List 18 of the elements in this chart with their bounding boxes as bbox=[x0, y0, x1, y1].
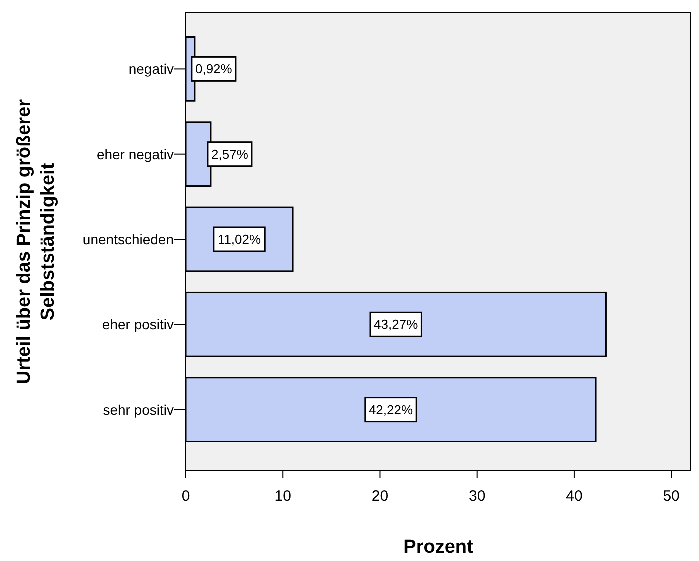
x-tick-label: 40 bbox=[566, 488, 583, 505]
data-label: 43,27% bbox=[374, 317, 419, 332]
data-label: 2,57% bbox=[212, 146, 249, 162]
x-axis-title: Prozent bbox=[404, 537, 474, 558]
y-tick-label: unentschieden bbox=[82, 232, 174, 248]
x-tick-label: 0 bbox=[182, 488, 190, 505]
y-tick-label: sehr positiv bbox=[103, 402, 174, 418]
x-tick-label: 30 bbox=[469, 488, 486, 505]
y-tick-label: eher positiv bbox=[102, 316, 174, 333]
y-axis-title: Urteil über das Prinzip größerer Selbstständigkeit bbox=[14, 98, 59, 385]
y-tick-label: negativ bbox=[128, 61, 174, 78]
x-tick-label: 10 bbox=[274, 488, 292, 505]
data-label: 11,02% bbox=[218, 232, 262, 247]
y-tick-label: eher negativ bbox=[96, 146, 174, 162]
x-tick-label: 20 bbox=[372, 488, 389, 505]
data-label: 42,22% bbox=[368, 402, 414, 418]
x-tick-label: 50 bbox=[663, 488, 680, 505]
data-label: 0,92% bbox=[195, 62, 233, 77]
